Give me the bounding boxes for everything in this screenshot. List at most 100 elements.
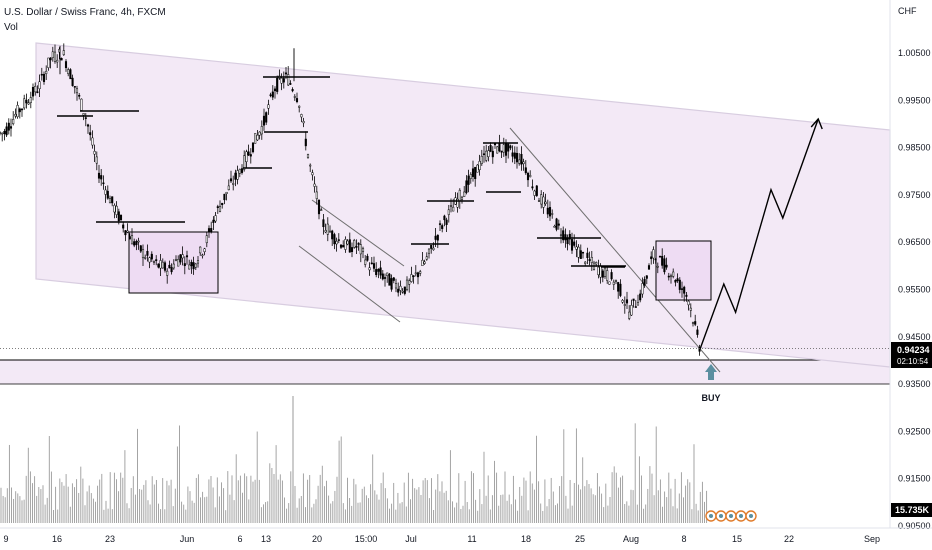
candle-body bbox=[509, 145, 512, 149]
candle-body bbox=[573, 241, 576, 246]
candle-body bbox=[1, 132, 4, 135]
candle-body bbox=[449, 205, 453, 207]
candle-body bbox=[650, 256, 653, 260]
candle-body bbox=[218, 206, 222, 212]
candle-body bbox=[412, 275, 415, 277]
candle-body bbox=[12, 118, 15, 125]
candle-body bbox=[535, 185, 538, 196]
candle-body bbox=[36, 91, 39, 93]
price-tick-label: 0.93500 bbox=[898, 379, 931, 389]
candle-body bbox=[498, 142, 501, 152]
candle-body bbox=[282, 78, 285, 83]
candle-body bbox=[401, 291, 404, 293]
candle-body bbox=[93, 151, 96, 155]
event-marker-dot bbox=[739, 514, 743, 518]
candle-body bbox=[62, 50, 65, 55]
candle-body bbox=[223, 193, 226, 201]
candle-body bbox=[166, 270, 169, 276]
candle-body bbox=[366, 255, 369, 261]
candle-body bbox=[447, 209, 450, 215]
candle-body bbox=[102, 182, 105, 185]
candle-body bbox=[196, 260, 200, 264]
candle-body bbox=[529, 175, 532, 178]
time-tick-label: 16 bbox=[52, 534, 62, 544]
time-tick-label: Sep bbox=[864, 534, 880, 544]
candle-body bbox=[29, 97, 32, 103]
candle-body bbox=[203, 248, 206, 253]
trendline-lower-1 bbox=[298, 245, 401, 323]
candle-body bbox=[210, 228, 213, 232]
candle-body bbox=[258, 131, 261, 136]
candle-body bbox=[368, 267, 371, 271]
candle-body bbox=[416, 272, 420, 278]
candle-body bbox=[394, 283, 398, 289]
candle-body bbox=[289, 83, 292, 85]
candle-body bbox=[460, 196, 464, 200]
chart-title: U.S. Dollar / Swiss Franc, 4h, FXCM bbox=[4, 7, 166, 18]
candle-body bbox=[678, 279, 681, 290]
volume-tag-value: 15.735K bbox=[895, 505, 930, 515]
candle-body bbox=[317, 199, 321, 215]
candle-body bbox=[14, 113, 17, 117]
candle-body bbox=[625, 299, 629, 304]
candle-body bbox=[104, 189, 107, 195]
candle-body bbox=[694, 321, 697, 325]
candle-body bbox=[163, 262, 167, 271]
candle-body bbox=[199, 246, 202, 254]
candle-body bbox=[674, 279, 677, 283]
candle-body bbox=[304, 138, 307, 147]
candle-body bbox=[216, 206, 219, 209]
candle-body bbox=[421, 259, 424, 267]
candle-body bbox=[84, 117, 87, 119]
candle-body bbox=[106, 190, 109, 199]
candle-body bbox=[133, 241, 136, 246]
candle-body bbox=[168, 264, 171, 269]
price-tick-label: 0.95500 bbox=[898, 285, 931, 295]
candle-body bbox=[612, 281, 615, 285]
projection-path bbox=[699, 118, 819, 349]
event-marker-dot bbox=[749, 514, 753, 518]
candle-body bbox=[606, 270, 609, 281]
candle-body bbox=[155, 259, 158, 261]
candle-body bbox=[170, 267, 173, 273]
candle-body bbox=[630, 305, 633, 316]
candle-body bbox=[647, 265, 651, 270]
candle-body bbox=[423, 261, 426, 264]
candle-body bbox=[295, 98, 299, 102]
candle-body bbox=[383, 277, 387, 279]
candle-body bbox=[276, 77, 279, 92]
candle-body bbox=[353, 240, 356, 248]
candle-body bbox=[504, 143, 508, 156]
candle-body bbox=[339, 244, 343, 248]
candle-body bbox=[135, 241, 138, 246]
candle-body bbox=[370, 262, 373, 265]
candle-body bbox=[150, 253, 153, 260]
candle-body bbox=[232, 183, 235, 185]
candle-body bbox=[47, 57, 50, 68]
candle-body bbox=[42, 73, 46, 82]
time-tick-label: 22 bbox=[784, 534, 794, 544]
candle-body bbox=[229, 178, 233, 182]
price-tick-label: 0.98500 bbox=[898, 143, 931, 153]
candle-body bbox=[397, 288, 400, 293]
candle-body bbox=[689, 307, 692, 311]
candle-body bbox=[128, 236, 131, 240]
candle-body bbox=[144, 257, 147, 259]
candle-body bbox=[661, 255, 664, 266]
candle-body bbox=[139, 245, 142, 252]
candle-body bbox=[113, 205, 116, 213]
current-price-tag: 0.94234 02:10:54 bbox=[891, 342, 932, 368]
candle-body bbox=[482, 153, 486, 155]
candle-body bbox=[86, 124, 90, 127]
candle-body bbox=[141, 249, 145, 259]
candle-body bbox=[557, 223, 560, 226]
candle-body bbox=[159, 260, 162, 269]
candle-body bbox=[500, 150, 503, 153]
candle-body bbox=[126, 230, 129, 233]
candle-body bbox=[333, 234, 336, 245]
candle-body bbox=[262, 115, 266, 126]
candle-body bbox=[185, 255, 189, 258]
